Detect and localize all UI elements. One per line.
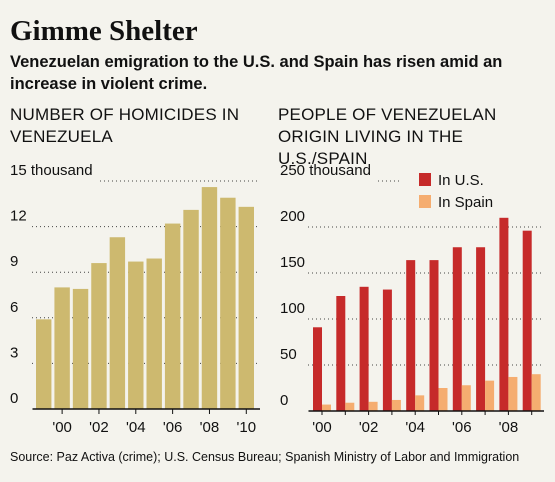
x-tick-label: '04 [126,419,146,436]
population-bar-chart: 0 50 100 150 200 250 thousand '00 '02 '04 '06 '08 I… [280,162,544,436]
legend-swatch-spain-bar [419,195,431,208]
us-bar [336,296,346,411]
homicide-bar [91,263,107,409]
homicide-bar [128,261,144,409]
homicide-bar [183,209,199,409]
spain-bar [485,380,495,411]
y-tick-label: 12 [10,208,27,225]
legend-label: In U.S. [438,172,484,189]
spain-bar [531,374,541,411]
us-bar [359,286,369,411]
homicide-bar [238,206,254,409]
y-tick-label: 250 thousand [280,162,371,179]
us-bar [499,217,509,411]
y-tick-label: 0 [10,390,18,407]
spain-bar [438,388,448,411]
homicide-bar [72,288,89,409]
spain-bar [345,402,355,411]
spain-bar [415,395,425,411]
page-subtitle: Venezuelan emigration to the U.S. and Sp… [10,53,503,93]
homicides-chart-title: NUMBER OF HOMICIDES IN VENEZUELA [10,105,240,146]
x-tick-label: '04 [405,419,425,436]
y-tick-label: 50 [280,346,297,363]
y-tick-label: 0 [280,392,288,409]
us-bar [382,289,392,411]
spain-bar [322,404,331,411]
us-bar [452,247,462,411]
us-bar [522,230,532,411]
spain-bar [461,385,471,411]
x-tick-label: '08 [200,419,220,436]
x-tick-label: '10 [237,419,257,436]
y-tick-label: 3 [10,344,18,361]
us-bar [476,247,486,411]
homicide-bar [220,197,236,409]
us-bar [429,260,439,411]
homicide-bar [146,258,162,409]
homicide-bar [36,319,52,409]
spain-bar [508,376,518,411]
spain-bar [391,399,401,411]
y-tick-label: 200 [280,208,305,225]
x-tick-label: '00 [312,419,332,436]
us-bar [406,260,416,411]
x-tick-label: '00 [52,419,72,436]
homicide-bar [54,287,70,409]
y-tick-label: 150 [280,254,305,271]
y-tick-label: 100 [280,300,305,317]
y-tick-label: 15 thousand [10,162,93,179]
homicides-bar-chart: 0 3 6 9 12 15 thousand '00 '02 '04 '06 '08 '10 [10,162,260,436]
homicide-bar [201,187,218,409]
homicide-bar [164,223,181,409]
x-tick-label: '06 [452,419,472,436]
legend-swatch-us-bar [419,173,431,186]
y-tick-label: 9 [10,253,18,270]
x-tick-label: '06 [163,419,183,436]
legend-label: In Spain [438,194,493,211]
spain-bar [368,401,378,411]
homicide-bar [109,237,126,409]
population-chart-title: PEOPLE OF VENEZUELAN ORIGIN LIVING IN TH… [278,105,497,168]
y-tick-label: 6 [10,299,18,316]
x-tick-label: '08 [499,419,519,436]
page-title: Gimme Shelter [10,15,198,47]
x-tick-label: '02 [89,419,109,436]
us-bar [313,327,322,411]
x-tick-label: '02 [359,419,379,436]
source-note: Source: Paz Activa (crime); U.S. Census … [10,450,520,464]
